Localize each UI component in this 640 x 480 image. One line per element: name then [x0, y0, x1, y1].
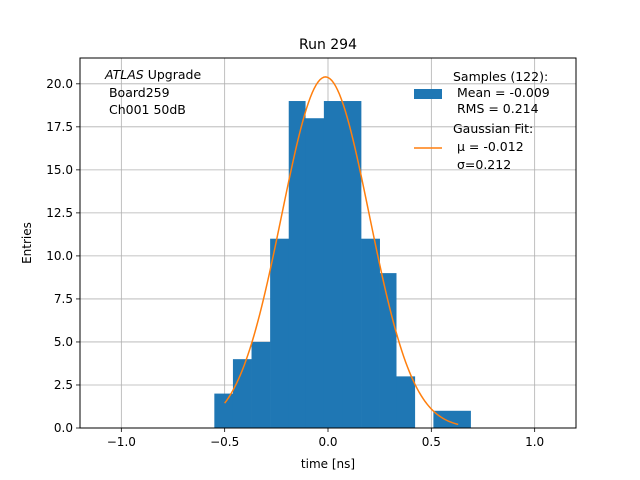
y-tick-label: 5.0 — [54, 335, 73, 349]
x-tick-label: 0.5 — [422, 435, 441, 449]
x-tick-label: 1.0 — [525, 435, 544, 449]
histogram-bar — [305, 118, 325, 429]
histogram-bar — [214, 393, 234, 428]
histogram-bar — [270, 238, 290, 428]
annotation-atlas: ATLAS — [104, 67, 144, 82]
annotation-line-3: Ch001 50dB — [105, 102, 186, 117]
x-axis-label: time [ns] — [301, 457, 355, 471]
annotation-upgrade: Upgrade — [144, 67, 202, 82]
legend-samples-line-1: Samples (122): — [453, 69, 548, 84]
legend-samples-line-2: Mean = -0.009 — [453, 85, 550, 100]
x-tick-label: −1.0 — [107, 435, 136, 449]
y-tick-label: 20.0 — [46, 77, 73, 91]
histogram-bar — [342, 101, 362, 428]
histogram-bar — [379, 273, 397, 428]
annotation-line-2: Board259 — [105, 85, 170, 100]
legend-fit-line-1: Gaussian Fit: — [453, 121, 533, 136]
histogram-bar — [361, 238, 380, 428]
y-tick-label: 17.5 — [46, 120, 73, 134]
y-axis-label: Entries — [20, 222, 34, 264]
legend-samples-line-3: RMS = 0.214 — [453, 101, 539, 116]
y-tick-label: 7.5 — [54, 292, 73, 306]
y-tick-label: 15.0 — [46, 163, 73, 177]
chart-title: Run 294 — [299, 37, 357, 53]
histogram-bar — [323, 101, 343, 428]
legend: Samples (122): Mean = -0.009 RMS = 0.214… — [414, 69, 550, 172]
x-tick-label: 0.0 — [318, 435, 337, 449]
y-tick-label: 0.0 — [54, 421, 73, 435]
histogram-bar — [288, 101, 306, 428]
x-tick-label: −0.5 — [210, 435, 239, 449]
histogram-bar — [251, 341, 271, 428]
y-tick-label: 2.5 — [54, 378, 73, 392]
histogram-bar — [396, 376, 416, 428]
y-tick-label: 12.5 — [46, 206, 73, 220]
histogram-bars — [214, 101, 471, 429]
legend-fit-line-2: μ = -0.012 — [453, 139, 524, 154]
y-axis-ticks: 0.0 2.5 5.0 7.5 10.0 12.5 15.0 17.5 20.0 — [46, 77, 80, 435]
y-tick-label: 10.0 — [46, 249, 73, 263]
annotation-line-1: ATLAS Upgrade — [104, 67, 201, 82]
histogram-bar — [232, 359, 252, 428]
atlas-annotation: ATLAS Upgrade Board259 Ch001 50dB — [104, 67, 201, 117]
legend-fit-line-3: σ=0.212 — [453, 157, 511, 172]
histogram-bar — [433, 410, 471, 428]
legend-samples-patch — [414, 89, 442, 99]
gaussian-fit-line — [224, 76, 459, 426]
x-axis-ticks: −1.0 −0.5 0.0 0.5 1.0 — [107, 428, 544, 449]
